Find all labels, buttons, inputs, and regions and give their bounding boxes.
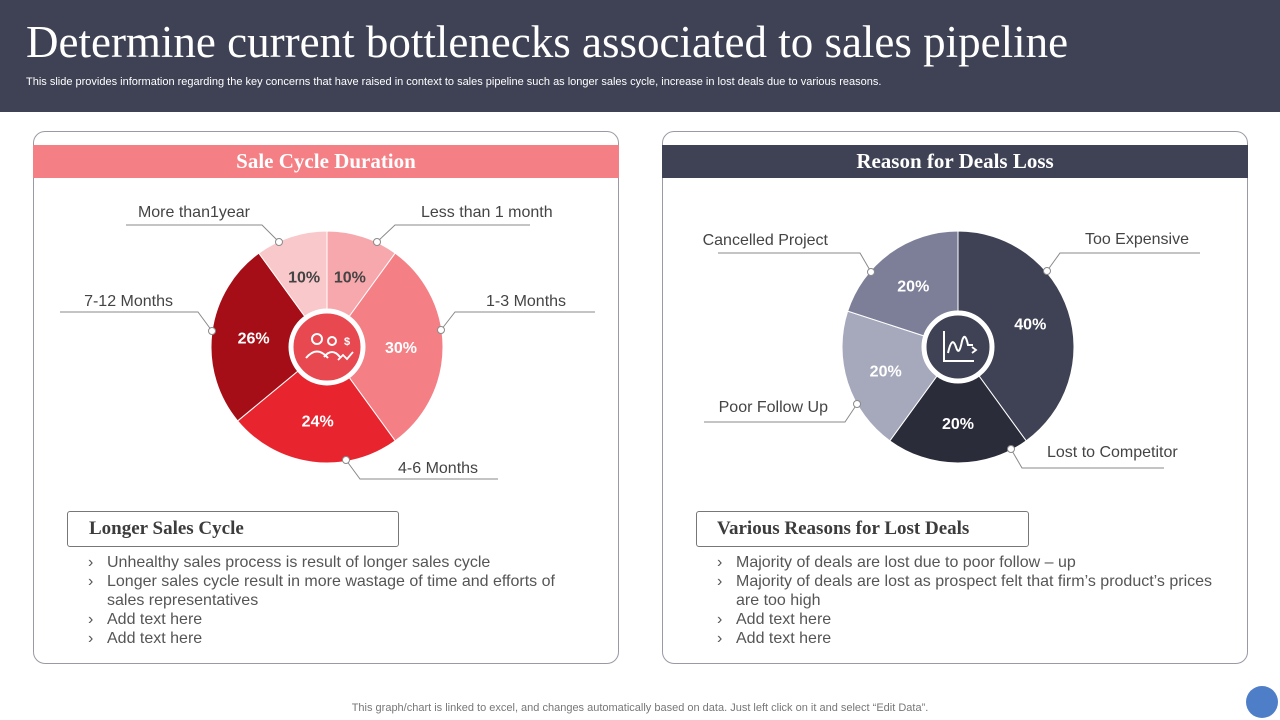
callout-line <box>440 311 595 331</box>
pie-slice-1-3-months <box>326 252 444 442</box>
callout-dot <box>1007 445 1015 453</box>
callout-dot <box>853 400 861 408</box>
value-label-lost-to-competitor: 20% <box>942 416 974 433</box>
pie-slice-4-6-months <box>236 346 396 464</box>
callout-line <box>376 224 530 243</box>
pie-slice-too-expensive <box>957 230 1075 442</box>
bullet-item: Add text here <box>88 629 588 648</box>
callout-line <box>345 459 498 480</box>
slice-label-lost-to-competitor: Lost to Competitor <box>1047 444 1178 461</box>
bullet-item: Add text here <box>88 610 588 629</box>
panel-deals-loss <box>662 131 1248 664</box>
value-label-poor-follow-up: 20% <box>870 364 902 381</box>
callout-dot <box>342 456 350 464</box>
callout-dot <box>373 238 381 246</box>
bullet-item: Longer sales cycle result in more wastag… <box>88 572 588 610</box>
callout-line <box>704 403 858 423</box>
callout-dot <box>208 327 216 335</box>
callout-line <box>718 252 872 273</box>
value-label-4-6-months: 24% <box>302 413 334 430</box>
pie-slice-cancelled-project <box>847 230 959 348</box>
chart-trend-icon <box>921 310 995 384</box>
page-indicator-dot <box>1246 686 1278 718</box>
callout-dot <box>275 238 283 246</box>
bullet-list-sale-cycle: Unhealthy sales process is result of lon… <box>88 553 588 648</box>
bullet-item: Add text here <box>717 610 1217 629</box>
bullet-item: Majority of deals are lost due to poor f… <box>717 553 1217 572</box>
panel-sale-cycle <box>33 131 619 664</box>
subheading-lost-deals: Various Reasons for Lost Deals <box>696 511 1029 547</box>
value-label-7-12-months: 26% <box>238 331 270 348</box>
slice-label-more-than1year: More than1year <box>138 204 251 221</box>
value-label-cancelled-project: 20% <box>897 279 929 296</box>
value-label-less-than-1-month: 10% <box>334 270 366 287</box>
panel-title-sale-cycle: Sale Cycle Duration <box>33 145 619 178</box>
page-title: Determine current bottlenecks associated… <box>26 17 1069 67</box>
subheading-longer-sales-cycle: Longer Sales Cycle <box>67 511 399 547</box>
header-bar: Determine current bottlenecks associated… <box>0 0 1280 112</box>
value-label-too-expensive: 40% <box>1014 317 1046 334</box>
sale-cycle-pie-chart: 10% 30% 24% 26% 10% Less than 1 month 1-3 Mont… <box>60 204 595 480</box>
slice-label-4-6-months: 4-6 Months <box>398 460 478 477</box>
callout-dot <box>867 268 875 276</box>
bullet-item: Majority of deals are lost as prospect f… <box>717 572 1217 610</box>
slice-label-cancelled-project: Cancelled Project <box>703 232 829 249</box>
svg-text:$: $ <box>344 336 350 348</box>
bullet-list-deals-loss: Majority of deals are lost due to poor f… <box>717 553 1217 648</box>
slice-label-poor-follow-up: Poor Follow Up <box>719 399 828 416</box>
bullet-item: Unhealthy sales process is result of lon… <box>88 553 588 572</box>
callout-line <box>126 224 280 243</box>
slice-label-too-expensive: Too Expensive <box>1085 231 1189 248</box>
callout-line <box>60 311 213 332</box>
callout-line <box>1010 448 1164 469</box>
panel-title-deals-loss: Reason for Deals Loss <box>662 145 1248 178</box>
footer-note: This graph/chart is linked to excel, and… <box>351 702 929 714</box>
slice-label-7-12-months: 7-12 Months <box>84 293 173 310</box>
value-label-1-3-months: 30% <box>385 340 417 357</box>
pie-slice-lost-to-competitor <box>889 346 1027 464</box>
bullet-item: Add text here <box>717 629 1217 648</box>
value-label-more-than1year: 10% <box>288 270 320 287</box>
slice-label-less-than-1-month: Less than 1 month <box>421 204 553 221</box>
page-subtitle: This slide provides information regardin… <box>26 76 882 88</box>
callout-dot <box>437 326 445 334</box>
people-dollar-icon: $ <box>288 308 366 386</box>
callout-dot <box>1043 267 1051 275</box>
callout-line <box>1046 252 1200 272</box>
slice-label-1-3-months: 1-3 Months <box>486 293 566 310</box>
